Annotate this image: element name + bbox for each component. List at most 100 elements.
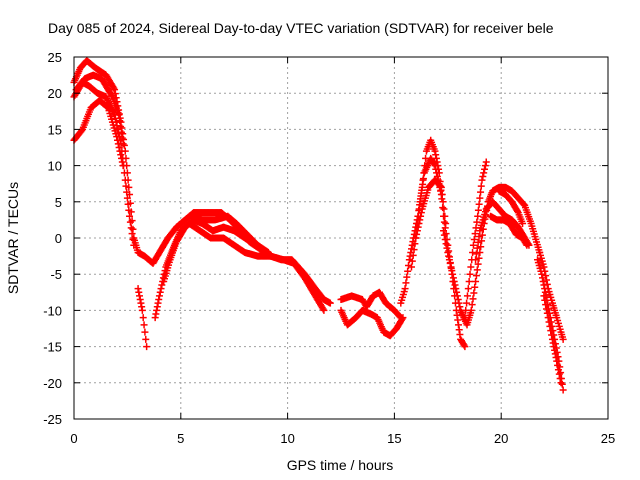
y-axis-tick-labels: -25 -20 -15 -10 -5 0 5 10 15 20 25 — [43, 50, 62, 427]
data-point-plus — [418, 186, 426, 194]
data-point-plus — [468, 301, 476, 309]
data-points — [70, 57, 567, 394]
y-tick-label: -15 — [43, 340, 62, 355]
data-point-plus — [475, 200, 483, 208]
data-point-plus — [118, 134, 126, 142]
data-point-plus — [108, 91, 116, 99]
data-point-plus — [403, 273, 411, 281]
data-point-plus — [431, 162, 439, 170]
data-point-plus — [473, 266, 481, 274]
data-point-plus — [437, 182, 445, 190]
data-point-plus — [401, 285, 409, 293]
data-point-plus — [411, 240, 419, 248]
data-point-plus — [547, 327, 555, 335]
data-point-plus — [141, 328, 149, 336]
data-point-plus — [543, 309, 551, 317]
chart-title: Day 085 of 2024, Sidereal Day-to-day VTE… — [48, 20, 554, 36]
data-point-plus — [558, 380, 566, 388]
data-point-plus — [442, 240, 450, 248]
data-point-plus — [479, 172, 487, 180]
data-point-plus — [119, 162, 127, 170]
data-point-plus — [553, 357, 561, 365]
data-point-plus — [438, 191, 446, 199]
data-point-plus — [557, 379, 565, 387]
data-point-plus — [445, 256, 453, 264]
data-point-plus — [463, 299, 471, 307]
data-point-plus — [121, 176, 129, 184]
data-point-plus — [544, 314, 552, 322]
data-point-plus — [124, 200, 132, 208]
data-point-plus — [139, 314, 147, 322]
x-tick-label: 25 — [601, 431, 615, 446]
data-point-plus — [474, 238, 482, 246]
data-point-plus — [463, 292, 471, 300]
x-tick-label: 20 — [494, 431, 508, 446]
x-tick-label: 5 — [177, 431, 184, 446]
data-point-plus — [456, 303, 464, 311]
y-tick-label: -25 — [43, 412, 62, 427]
data-point-plus — [477, 243, 485, 251]
data-point-plus — [522, 240, 530, 248]
data-point-plus — [543, 280, 551, 288]
data-point-plus — [142, 335, 150, 343]
data-point-plus — [454, 296, 462, 304]
data-point-plus — [116, 117, 124, 125]
data-point-plus — [472, 256, 480, 264]
data-point-plus — [415, 220, 423, 228]
data-point-plus — [413, 230, 421, 238]
data-point-plus — [117, 128, 125, 136]
data-point-plus — [410, 246, 418, 254]
data-point-plus — [481, 165, 489, 173]
data-point-plus — [469, 248, 477, 256]
data-point-plus — [407, 263, 415, 271]
data-point-plus — [469, 241, 477, 249]
data-point-plus — [433, 169, 441, 177]
data-point-plus — [409, 251, 417, 259]
data-point-plus — [155, 292, 163, 300]
data-point-plus — [140, 321, 148, 329]
data-point-plus — [450, 277, 458, 285]
data-point-plus — [453, 288, 461, 296]
data-point-plus — [441, 235, 449, 243]
data-point-plus — [115, 144, 123, 151]
data-point-plus — [461, 314, 469, 322]
data-point-plus — [461, 343, 469, 351]
data-point-plus — [449, 274, 457, 282]
data-point-plus — [413, 227, 421, 235]
data-point-plus — [542, 301, 550, 309]
data-point-plus — [442, 220, 450, 228]
data-point-plus — [417, 209, 425, 217]
data-point-plus — [126, 212, 134, 220]
data-point-plus — [554, 361, 562, 369]
data-point-plus — [478, 231, 486, 239]
data-point-plus — [523, 241, 531, 249]
data-point-plus — [326, 299, 334, 307]
data-point-plus — [465, 277, 473, 285]
data-point-plus — [440, 227, 448, 235]
data-point-plus — [542, 305, 550, 313]
x-axis-title: GPS time / hours — [287, 457, 394, 473]
data-point-plus — [157, 285, 165, 293]
y-tick-label: -20 — [43, 376, 62, 391]
data-point-plus — [519, 220, 527, 228]
y-tick-label: 5 — [55, 195, 62, 210]
data-point-plus — [556, 374, 564, 382]
data-point-plus — [432, 165, 440, 173]
data-point-plus — [455, 299, 463, 307]
data-point-plus — [472, 277, 480, 285]
data-point-plus — [540, 263, 548, 271]
data-point-plus — [412, 234, 420, 242]
data-point-plus — [466, 270, 474, 278]
data-point-plus — [444, 248, 452, 256]
data-point-plus — [475, 233, 483, 241]
data-point-plus — [443, 244, 451, 252]
data-point-plus — [439, 198, 447, 206]
data-point-plus — [408, 257, 416, 265]
data-point-plus — [462, 306, 470, 314]
data-point-plus — [541, 267, 549, 275]
data-point-plus — [130, 241, 138, 249]
data-point-plus — [118, 154, 126, 162]
data-point-plus — [471, 283, 479, 291]
data-point-plus — [320, 306, 328, 314]
data-point-plus — [478, 237, 486, 245]
